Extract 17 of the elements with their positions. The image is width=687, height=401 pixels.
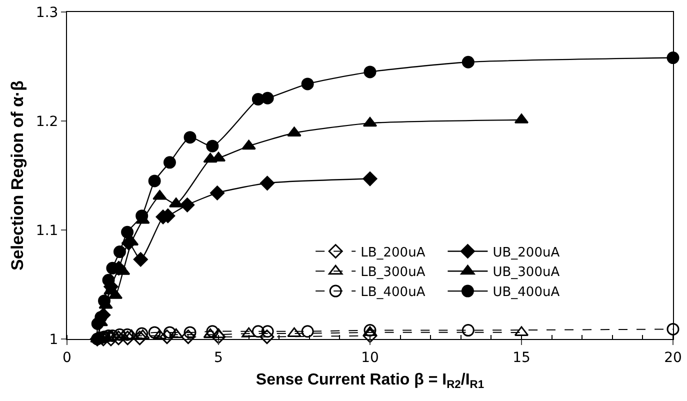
- x-tick-label: 15: [512, 350, 530, 366]
- x-tick-label: 10: [361, 350, 379, 366]
- y-axis-title: Selection Region of α·β: [8, 80, 27, 270]
- x-tick-label: 20: [664, 350, 682, 366]
- legend-label: UB_200uA: [492, 245, 560, 260]
- x-tick-label: 0: [62, 350, 72, 366]
- x-axis-title: Sense Current Ratio β = I$_{R2}$/I$_{R1}$: [256, 372, 484, 391]
- legend-label: UB_400uA: [492, 285, 560, 300]
- legend-label: UB_300uA: [492, 265, 560, 280]
- legend-label: LB_200uA: [360, 245, 426, 260]
- y-tick-label: 1.1: [36, 222, 58, 239]
- legend-label: LB_300uA: [360, 265, 426, 280]
- legend-label: LB_400uA: [360, 285, 426, 300]
- y-tick-label: 1.2: [36, 114, 58, 130]
- y-tick-label: 1: [49, 332, 58, 348]
- y-tick-label: 1.3: [36, 4, 58, 21]
- x-tick-label: 5: [214, 350, 223, 366]
